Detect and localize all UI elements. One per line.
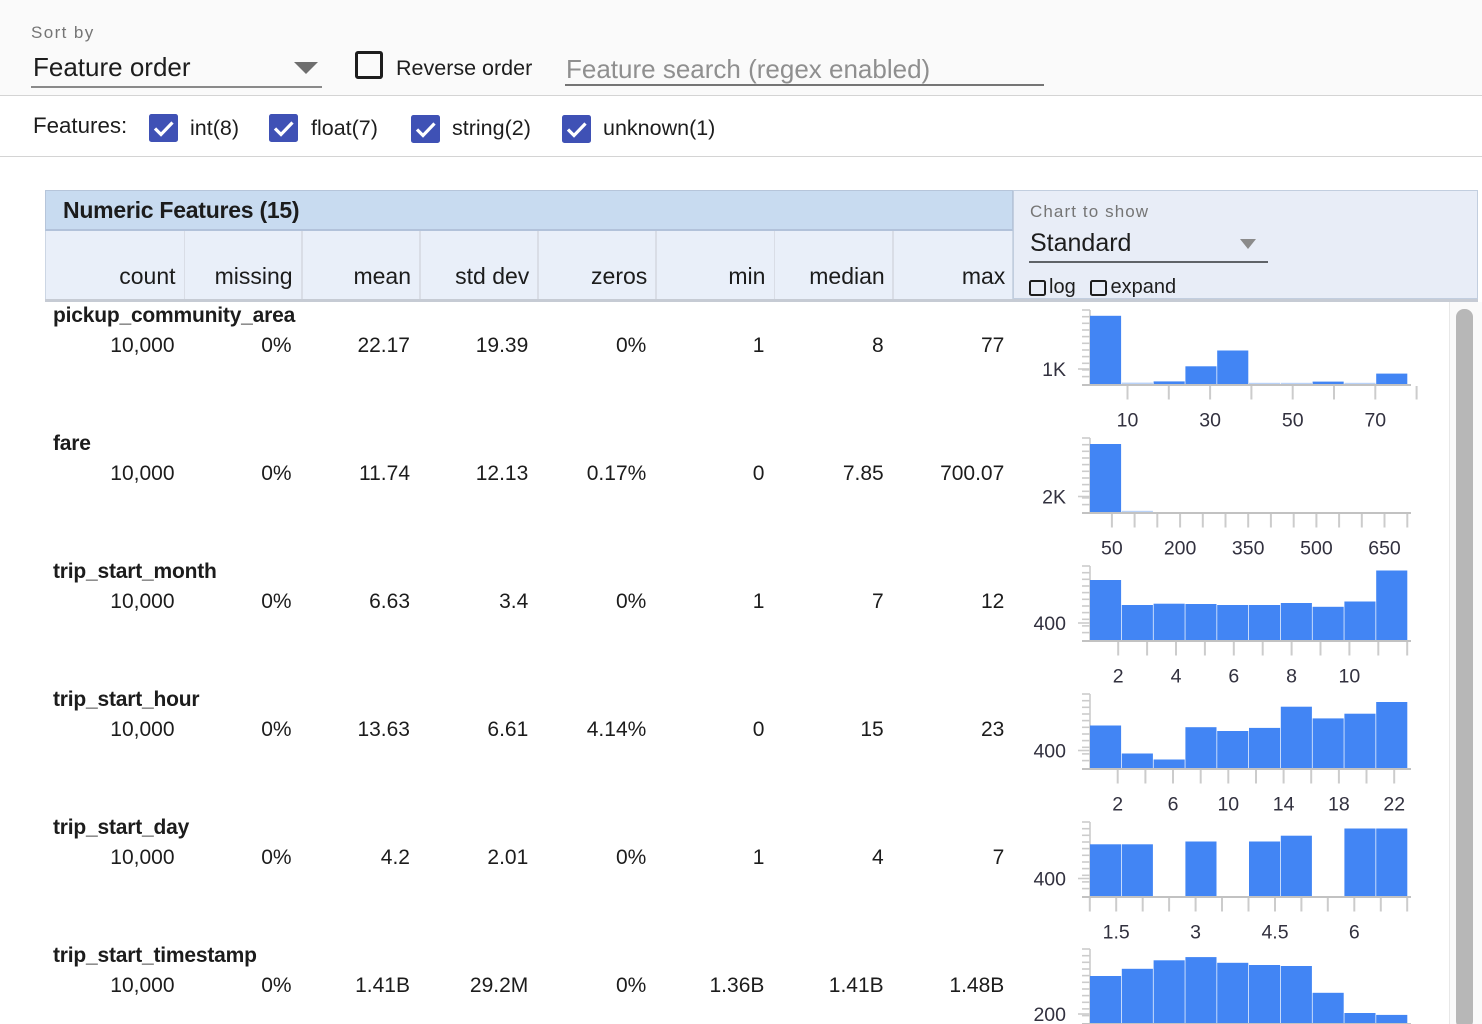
svg-text:8: 8: [1286, 666, 1297, 688]
svg-text:6: 6: [1228, 666, 1239, 688]
svg-text:3: 3: [1190, 922, 1201, 944]
svg-text:10: 10: [1339, 666, 1361, 688]
svg-text:2: 2: [1113, 666, 1124, 688]
svg-text:4.5: 4.5: [1261, 922, 1288, 944]
svg-text:400: 400: [1033, 869, 1066, 891]
svg-text:1K: 1K: [1042, 359, 1066, 381]
svg-text:6: 6: [1349, 922, 1360, 944]
svg-text:6: 6: [1168, 794, 1179, 816]
svg-text:350: 350: [1232, 538, 1265, 560]
svg-text:2: 2: [1112, 794, 1123, 816]
svg-text:14: 14: [1273, 794, 1295, 816]
svg-text:400: 400: [1033, 613, 1066, 635]
svg-text:200: 200: [1033, 1004, 1066, 1024]
svg-text:1.5: 1.5: [1103, 922, 1130, 944]
svg-text:500: 500: [1300, 538, 1333, 560]
svg-text:400: 400: [1033, 741, 1066, 763]
svg-text:50: 50: [1282, 410, 1304, 432]
svg-text:10: 10: [1217, 794, 1239, 816]
svg-text:4: 4: [1171, 666, 1182, 688]
svg-text:70: 70: [1364, 410, 1386, 432]
svg-text:50: 50: [1101, 538, 1123, 560]
svg-text:30: 30: [1199, 410, 1221, 432]
svg-text:650: 650: [1368, 538, 1401, 560]
svg-text:2K: 2K: [1042, 487, 1066, 509]
svg-text:22: 22: [1383, 794, 1405, 816]
svg-text:200: 200: [1164, 538, 1197, 560]
svg-text:18: 18: [1328, 794, 1350, 816]
svg-text:10: 10: [1117, 410, 1139, 432]
